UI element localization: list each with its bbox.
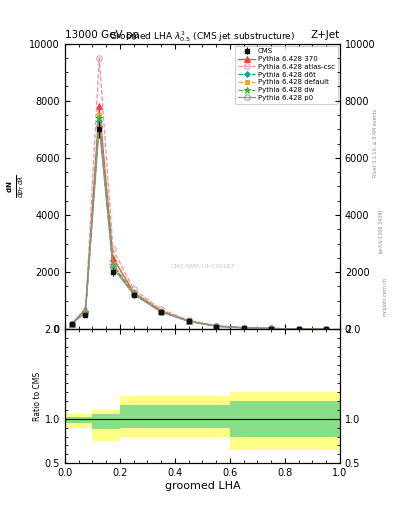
Pythia 6.428 dw — [69, 321, 74, 327]
Pythia 6.428 d6t — [69, 321, 74, 327]
Pythia 6.428 default — [159, 308, 163, 314]
Pythia 6.428 p0 — [97, 123, 101, 130]
Text: [arXiv:1306.3436]: [arXiv:1306.3436] — [378, 208, 383, 252]
Pythia 6.428 370 — [186, 318, 191, 324]
Pythia 6.428 dw — [111, 262, 116, 268]
Line: Pythia 6.428 d6t: Pythia 6.428 d6t — [70, 119, 328, 331]
Pythia 6.428 370 — [241, 325, 246, 331]
Pythia 6.428 p0 — [214, 323, 219, 329]
Pythia 6.428 d6t — [186, 318, 191, 324]
Title: Groomed LHA $\lambda^{1}_{0.5}$ (CMS jet substructure): Groomed LHA $\lambda^{1}_{0.5}$ (CMS jet… — [109, 29, 296, 44]
Pythia 6.428 dw — [97, 115, 101, 121]
Pythia 6.428 370 — [214, 323, 219, 329]
Line: Pythia 6.428 atlas-csc: Pythia 6.428 atlas-csc — [69, 55, 329, 332]
Pythia 6.428 p0 — [186, 318, 191, 325]
Y-axis label: $\mathbf{1}$
$\overline{N}$
$\mathbf{dN}$
$\overline{dp_T\,d\lambda}$: $\mathbf{1}$ $\overline{N}$ $\mathbf{dN}… — [0, 175, 27, 198]
Pythia 6.428 atlas-csc — [83, 309, 88, 315]
Pythia 6.428 d6t — [111, 263, 116, 269]
Line: Pythia 6.428 default: Pythia 6.428 default — [70, 113, 328, 331]
Legend: CMS, Pythia 6.428 370, Pythia 6.428 atlas-csc, Pythia 6.428 d6t, Pythia 6.428 de: CMS, Pythia 6.428 370, Pythia 6.428 atla… — [235, 46, 338, 103]
Pythia 6.428 d6t — [241, 325, 246, 331]
Pythia 6.428 atlas-csc — [111, 246, 116, 252]
Pythia 6.428 default — [83, 309, 88, 315]
Pythia 6.428 370 — [324, 326, 329, 332]
Pythia 6.428 atlas-csc — [97, 55, 101, 61]
Pythia 6.428 p0 — [324, 326, 329, 332]
Pythia 6.428 default — [296, 326, 301, 332]
Pythia 6.428 p0 — [241, 325, 246, 331]
Pythia 6.428 d6t — [296, 326, 301, 332]
Pythia 6.428 d6t — [214, 323, 219, 329]
Pythia 6.428 default — [241, 325, 246, 331]
Pythia 6.428 default — [97, 112, 101, 118]
Text: Rivet 3.1.10, ≥ 3.4M events: Rivet 3.1.10, ≥ 3.4M events — [373, 109, 378, 178]
Pythia 6.428 atlas-csc — [69, 321, 74, 327]
Pythia 6.428 default — [269, 325, 274, 331]
Pythia 6.428 dw — [241, 325, 246, 331]
Pythia 6.428 atlas-csc — [296, 326, 301, 332]
Line: Pythia 6.428 dw: Pythia 6.428 dw — [68, 114, 330, 333]
Pythia 6.428 370 — [69, 321, 74, 327]
Pythia 6.428 370 — [111, 255, 116, 261]
Text: mcplots.cern.ch: mcplots.cern.ch — [383, 278, 387, 316]
X-axis label: groomed LHA: groomed LHA — [165, 481, 240, 491]
Pythia 6.428 dw — [159, 308, 163, 314]
Pythia 6.428 dw — [83, 309, 88, 315]
Pythia 6.428 dw — [269, 325, 274, 331]
Pythia 6.428 atlas-csc — [186, 317, 191, 323]
Pythia 6.428 default — [214, 323, 219, 329]
Pythia 6.428 atlas-csc — [269, 325, 274, 331]
Pythia 6.428 default — [111, 261, 116, 267]
Pythia 6.428 p0 — [131, 291, 136, 297]
Pythia 6.428 p0 — [69, 321, 74, 327]
Pythia 6.428 370 — [97, 103, 101, 110]
Text: Z+Jet: Z+Jet — [311, 30, 340, 40]
Line: Pythia 6.428 p0: Pythia 6.428 p0 — [69, 123, 329, 332]
Pythia 6.428 dw — [296, 326, 301, 332]
Pythia 6.428 370 — [269, 325, 274, 331]
Pythia 6.428 dw — [186, 318, 191, 324]
Pythia 6.428 atlas-csc — [214, 323, 219, 329]
Pythia 6.428 p0 — [159, 309, 163, 315]
Pythia 6.428 p0 — [269, 326, 274, 332]
Pythia 6.428 dw — [214, 323, 219, 329]
Pythia 6.428 p0 — [296, 326, 301, 332]
Pythia 6.428 370 — [296, 326, 301, 332]
Pythia 6.428 d6t — [131, 291, 136, 297]
Pythia 6.428 default — [186, 318, 191, 324]
Pythia 6.428 atlas-csc — [324, 326, 329, 332]
Pythia 6.428 d6t — [269, 326, 274, 332]
Pythia 6.428 dw — [324, 326, 329, 332]
Pythia 6.428 default — [69, 321, 74, 327]
Pythia 6.428 370 — [159, 308, 163, 314]
Pythia 6.428 370 — [131, 289, 136, 295]
Pythia 6.428 dw — [131, 290, 136, 296]
Text: CMS-SMP-19-020187: CMS-SMP-19-020187 — [170, 264, 235, 269]
Pythia 6.428 p0 — [111, 265, 116, 271]
Line: Pythia 6.428 370: Pythia 6.428 370 — [69, 103, 329, 332]
Pythia 6.428 d6t — [159, 309, 163, 315]
Pythia 6.428 default — [324, 326, 329, 332]
Y-axis label: Ratio to CMS: Ratio to CMS — [33, 372, 42, 421]
Pythia 6.428 d6t — [324, 326, 329, 332]
Pythia 6.428 p0 — [83, 310, 88, 316]
Pythia 6.428 d6t — [97, 118, 101, 124]
Pythia 6.428 atlas-csc — [159, 306, 163, 312]
Pythia 6.428 default — [131, 290, 136, 296]
Pythia 6.428 atlas-csc — [131, 286, 136, 292]
Text: 13000 GeV pp: 13000 GeV pp — [65, 30, 139, 40]
Pythia 6.428 d6t — [83, 309, 88, 315]
Pythia 6.428 370 — [83, 306, 88, 312]
Pythia 6.428 atlas-csc — [241, 325, 246, 331]
